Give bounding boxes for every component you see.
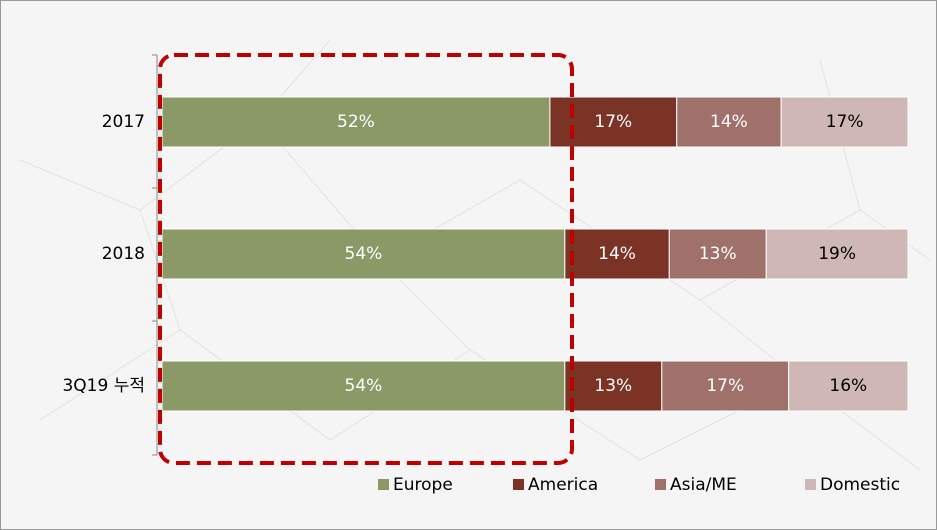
bar-segment [161, 360, 566, 412]
data-label: 16% [829, 376, 867, 396]
legend-swatch [805, 479, 816, 490]
data-label: 52% [337, 112, 375, 132]
data-label: 54% [345, 376, 383, 396]
bar-segment [161, 96, 551, 148]
highlight-box [158, 53, 574, 465]
bar-segment [564, 228, 670, 280]
legend-label: Europe [393, 475, 453, 495]
axis-ticks [152, 54, 157, 456]
data-label: 13% [594, 376, 632, 396]
bar-segment [564, 360, 663, 412]
data-label: 17% [826, 112, 864, 132]
data-label: 13% [699, 244, 737, 264]
data-label: 14% [710, 112, 748, 132]
data-label: 54% [345, 244, 383, 264]
data-label: 19% [818, 244, 856, 264]
bar-segment [668, 228, 767, 280]
bar-segment [661, 360, 790, 412]
legend-swatch [655, 479, 666, 490]
y-tick-label: 2018 [102, 244, 145, 264]
y-tick-label: 2017 [102, 112, 145, 132]
legend-label: Asia/ME [670, 475, 737, 495]
bar-segment [676, 96, 782, 148]
data-label: 17% [594, 112, 632, 132]
legend-swatch [378, 479, 389, 490]
data-label: 17% [706, 376, 744, 396]
bar-segment [765, 228, 909, 280]
y-tick-label: 3Q19 누적 [62, 376, 145, 396]
bar-segment [780, 96, 909, 148]
legend-label: America [528, 475, 598, 495]
bar-segment [788, 360, 909, 412]
data-label: 14% [598, 244, 636, 264]
legend-swatch [513, 479, 524, 490]
legend-label: Domestic [820, 475, 900, 495]
